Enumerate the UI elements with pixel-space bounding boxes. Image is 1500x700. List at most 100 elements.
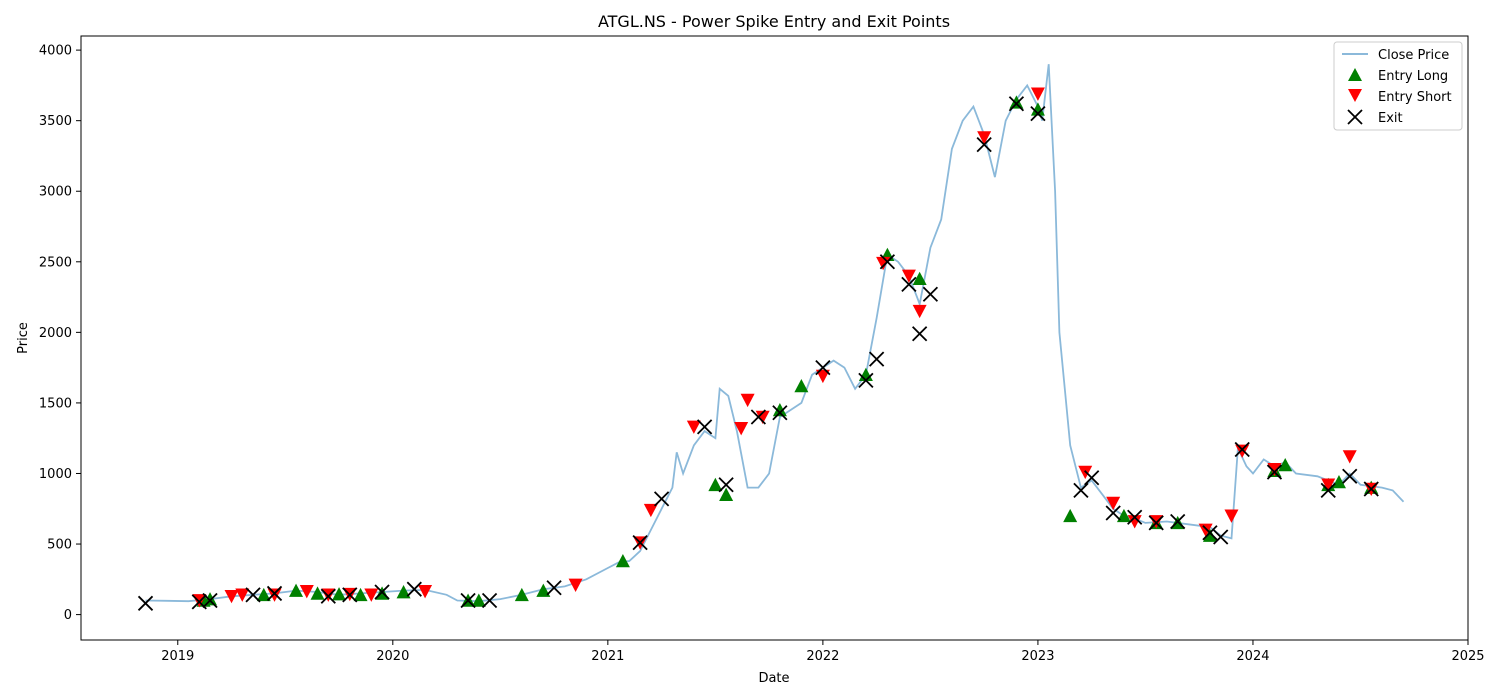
entry-short-marker bbox=[977, 131, 992, 145]
y-tick-label: 3000 bbox=[39, 185, 72, 200]
entry-short-marker bbox=[224, 589, 239, 604]
x-tick-label: 2019 bbox=[161, 649, 194, 664]
y-tick-label: 4000 bbox=[39, 44, 72, 59]
entry-long-marker bbox=[514, 587, 529, 602]
ticks: 2019 2020 2021 2022 2023 2024 2025 0 500 1000 1500… bbox=[39, 44, 1485, 664]
entry-long-marker bbox=[615, 553, 630, 568]
entry-long-marker bbox=[310, 586, 325, 600]
entry-long-marker bbox=[353, 587, 368, 602]
plot-area bbox=[137, 64, 1405, 611]
exit-marker bbox=[1266, 464, 1283, 480]
exit-marker bbox=[858, 372, 874, 388]
entry-long-marker bbox=[289, 583, 304, 597]
entry-long-marker bbox=[203, 592, 218, 606]
exit-marker bbox=[1105, 505, 1121, 521]
exit-marker bbox=[1202, 525, 1218, 541]
exit-marker bbox=[1084, 470, 1100, 486]
exit-marker bbox=[374, 584, 390, 600]
entry-short-marker bbox=[364, 588, 379, 602]
exit-marker bbox=[901, 276, 917, 293]
x-tick-label: 2024 bbox=[1236, 649, 1269, 664]
entry-long-marker bbox=[536, 583, 551, 597]
entry-long-marker bbox=[794, 378, 809, 393]
legend: Close Price Entry Long Entry Short Exit bbox=[1333, 41, 1463, 131]
entry-long-marker bbox=[332, 587, 347, 601]
entry-long-marker bbox=[256, 587, 271, 602]
entry-short-marker bbox=[568, 578, 583, 592]
exit-marker bbox=[653, 491, 670, 507]
exit-marker bbox=[406, 581, 422, 597]
exit-marker bbox=[342, 587, 358, 603]
exit-marker bbox=[1320, 482, 1336, 499]
entry-short-marker bbox=[1321, 478, 1336, 492]
exit-marker bbox=[1213, 529, 1229, 545]
exit-marker bbox=[1148, 515, 1164, 531]
x-tick-label: 2025 bbox=[1451, 649, 1484, 664]
entry-short-marker bbox=[815, 369, 830, 384]
entry-long-marker bbox=[1202, 528, 1217, 542]
entry-long-marker bbox=[719, 487, 734, 501]
entry-short-marker bbox=[1106, 496, 1121, 511]
exit-marker bbox=[718, 477, 734, 493]
legend-box bbox=[1333, 41, 1463, 131]
entry-long-marker bbox=[1278, 458, 1293, 472]
x-axis-label: Date bbox=[758, 671, 789, 686]
exit-marker bbox=[1008, 96, 1025, 112]
exit-marker bbox=[1342, 468, 1358, 484]
entry-short-marker bbox=[1224, 509, 1239, 523]
entry-long-marker bbox=[1331, 474, 1346, 489]
x-tick-label: 2023 bbox=[1021, 649, 1054, 664]
exit-marker bbox=[1073, 482, 1089, 499]
entry-short-marker bbox=[299, 585, 314, 599]
entry-long-marker bbox=[708, 477, 723, 492]
exit-marker bbox=[772, 405, 788, 421]
axes-frame bbox=[80, 35, 1469, 641]
entry-short-marker bbox=[901, 269, 916, 283]
entry-short-marker bbox=[1342, 450, 1357, 464]
y-tick-label: 1500 bbox=[39, 396, 72, 411]
exit-marker bbox=[922, 286, 939, 302]
entry-long-marker bbox=[471, 593, 486, 607]
legend-entry-long-marker bbox=[1348, 68, 1362, 81]
legend-entry-long-label: Entry Long bbox=[1378, 69, 1448, 84]
entry-short-marker bbox=[418, 585, 433, 599]
entry-long-marker bbox=[1030, 102, 1045, 116]
entry-long-marker bbox=[1063, 508, 1078, 523]
y-tick-label: 2500 bbox=[39, 255, 72, 270]
exit-marker bbox=[976, 137, 992, 153]
exit-marker bbox=[815, 359, 831, 376]
exit-marker bbox=[1363, 481, 1379, 497]
exit-marker bbox=[546, 580, 562, 596]
exit-marker bbox=[266, 585, 283, 602]
y-tick-label: 500 bbox=[47, 538, 72, 553]
entry-long-marker bbox=[396, 585, 411, 599]
entry-long-marker bbox=[912, 271, 927, 286]
exit-marker bbox=[137, 595, 154, 611]
entry-long-marker bbox=[1116, 508, 1131, 523]
exit-marker bbox=[481, 592, 498, 609]
entry-short-marker bbox=[267, 588, 282, 602]
entry-short-marker bbox=[235, 588, 250, 602]
exit-marker bbox=[879, 254, 896, 270]
legend-entry-short-marker bbox=[1348, 89, 1362, 102]
exit-marker bbox=[696, 419, 713, 435]
x-tick-label: 2021 bbox=[591, 649, 624, 664]
entry-long-marker bbox=[1009, 95, 1024, 109]
entry-short-marker bbox=[912, 304, 927, 319]
entry-long-marker bbox=[772, 402, 787, 417]
entry-short-marker bbox=[1198, 523, 1213, 537]
legend-exit-label: Exit bbox=[1378, 111, 1403, 126]
exit-marker bbox=[912, 326, 928, 342]
exit-marker bbox=[1030, 105, 1046, 122]
x-tick-label: 2022 bbox=[806, 649, 839, 664]
exit-marker bbox=[1170, 513, 1186, 530]
exit-marker bbox=[460, 592, 476, 609]
entry-short-marker bbox=[740, 393, 755, 408]
chart-title: ATGL.NS - Power Spike Entry and Exit Poi… bbox=[598, 12, 950, 31]
entry-short-marker bbox=[734, 422, 749, 436]
y-tick-label: 1000 bbox=[39, 467, 72, 482]
y-tick-label: 3500 bbox=[39, 114, 72, 129]
exit-marker bbox=[202, 592, 218, 609]
